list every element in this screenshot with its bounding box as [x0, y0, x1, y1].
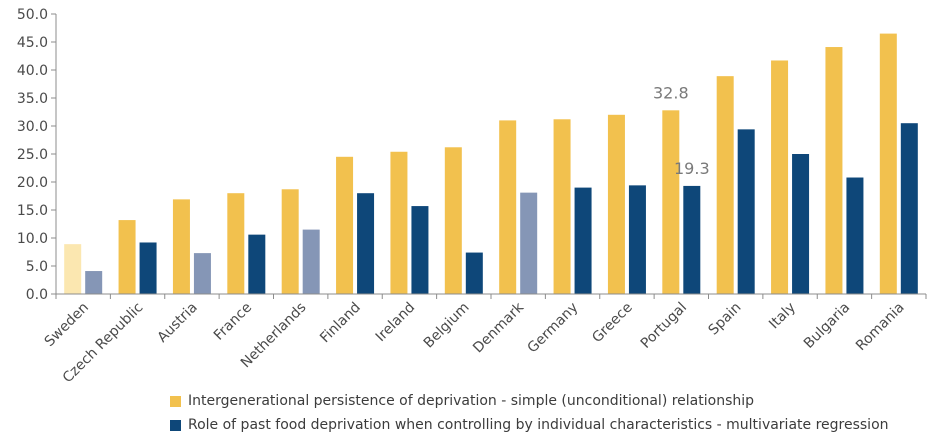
x-tick-label: France: [211, 300, 255, 344]
x-tick-label: Spain: [706, 300, 745, 339]
y-tick-label: 0.0: [26, 287, 48, 303]
x-tick-label: Ireland: [373, 300, 419, 346]
data-label: 32.8: [653, 83, 689, 102]
bar-series-1: [607, 114, 625, 294]
bar-series-2: [846, 177, 864, 294]
y-tick-label: 50.0: [17, 7, 48, 23]
y-tick-label: 15.0: [17, 203, 48, 219]
data-label: 19.3: [674, 159, 710, 178]
bar-series-1: [336, 156, 354, 294]
bar-series-1: [499, 120, 517, 295]
y-tick-label: 10.0: [17, 231, 48, 247]
legend-item-series-1: Intergenerational persistence of depriva…: [170, 390, 889, 412]
bar-series-1: [825, 47, 843, 294]
bar-series-1: [172, 199, 190, 294]
bar-series-2: [411, 206, 429, 294]
bar-series-2: [193, 253, 211, 294]
legend-item-series-2: Role of past food deprivation when contr…: [170, 414, 889, 436]
bar-series-2: [737, 129, 755, 294]
bar-series-2: [302, 229, 320, 294]
y-axis: 0.0 5.0 10.0 15.0 20.0 25.0 30.0 35.0 40.0 45.0 50…: [17, 7, 57, 303]
bar-series-2: [248, 234, 266, 294]
bar-series-2: [792, 154, 810, 294]
bar-series-1: [662, 110, 680, 294]
legend-swatch-series-2: [170, 419, 181, 431]
y-tick-label: 20.0: [17, 175, 48, 191]
x-tick-label: Finland: [317, 300, 364, 347]
bar-series-1: [553, 119, 571, 294]
x-tick-label: Austria: [154, 300, 200, 346]
bar-series-2: [628, 185, 646, 294]
x-tick-label: Italy: [766, 300, 799, 333]
bar-series-1: [879, 33, 897, 294]
bar-series-2: [465, 252, 483, 294]
legend-swatch-series-1: [170, 395, 181, 407]
y-tick-label: 5.0: [26, 259, 48, 275]
legend-label-series-1: Intergenerational persistence of depriva…: [188, 393, 755, 409]
bar-series-2: [85, 271, 103, 294]
x-tick-label: Sweden: [42, 300, 92, 350]
x-tick-label: Greece: [589, 300, 636, 347]
bar-series-2: [574, 187, 592, 294]
legend-label-series-2: Role of past food deprivation when contr…: [188, 417, 889, 433]
bar-series-2: [900, 123, 918, 294]
x-tick-label: Belgium: [421, 300, 473, 352]
x-tick-label: Bulgaria: [801, 300, 853, 352]
bar-series-1: [64, 244, 82, 294]
bar-series-2: [357, 193, 375, 294]
bar-series-1: [716, 76, 734, 294]
bar-series-1: [118, 220, 136, 294]
bar-series-2: [520, 192, 538, 294]
y-tick-label: 30.0: [17, 119, 48, 135]
bar-series-1: [227, 193, 245, 294]
bar-series-1: [281, 189, 299, 294]
y-tick-label: 25.0: [17, 147, 48, 163]
x-tick-label: Germany: [525, 300, 582, 357]
y-tick-label: 45.0: [17, 35, 48, 51]
bar-series-1: [444, 147, 462, 294]
y-tick-label: 35.0: [17, 91, 48, 107]
legend: Intergenerational persistence of depriva…: [170, 390, 889, 438]
bar-series-2: [139, 242, 157, 294]
bar-series-1: [390, 151, 408, 294]
data-labels: 32.8 19.3: [653, 83, 710, 178]
x-tick-label: Romania: [853, 300, 908, 355]
bar-series-1: [771, 60, 789, 295]
x-tick-label: Denmark: [470, 299, 527, 356]
x-tick-label: Portugal: [638, 300, 690, 352]
y-tick-label: 40.0: [17, 63, 48, 79]
bar-series-2: [683, 185, 701, 294]
bars: [64, 33, 918, 295]
